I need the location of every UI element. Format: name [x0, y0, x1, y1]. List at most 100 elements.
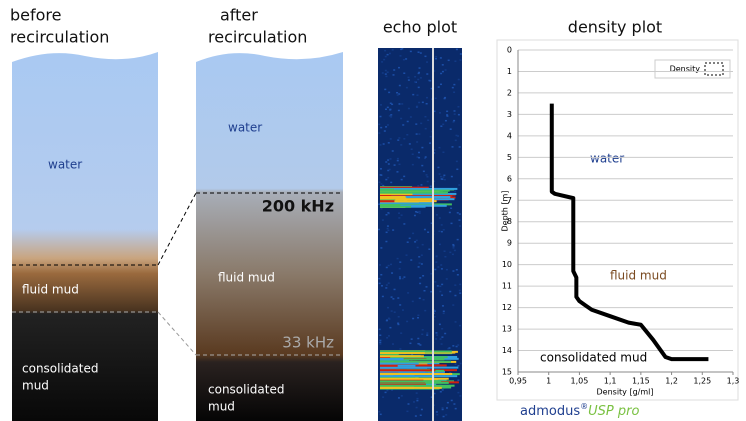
echo-speckle [378, 410, 381, 413]
echo-speckle [426, 334, 429, 336]
echo-speckle [456, 212, 459, 214]
y-tick-label: 0 [507, 46, 512, 55]
echo-speckle [387, 212, 390, 214]
echo-speckle [451, 86, 454, 89]
echo-speckle [434, 97, 437, 100]
echo-speckle [444, 332, 447, 335]
echo-speckle [417, 266, 420, 268]
echo-speckle [399, 277, 402, 280]
echo-speckle [446, 110, 449, 113]
echo-speckle [384, 49, 387, 52]
echo-speckle [379, 168, 382, 170]
echo-speckle [405, 58, 408, 60]
echo-speckle [386, 53, 389, 56]
echo-speckle [437, 86, 440, 88]
echo-return [380, 350, 452, 353]
echo-speckle [450, 175, 453, 178]
echo-speckle [399, 55, 402, 57]
echo-speckle [378, 123, 381, 126]
echo-speckle [417, 314, 420, 317]
echo-speckle [385, 284, 388, 286]
echo-speckle [438, 217, 441, 219]
echo-speckle [403, 72, 406, 74]
echo-speckle [441, 70, 444, 73]
echo-speckle [400, 117, 403, 120]
echo-speckle [403, 138, 406, 140]
y-tick-label: 14 [502, 346, 512, 355]
echo-speckle [414, 81, 417, 83]
legend-swatch [704, 62, 724, 76]
echo-speckle [433, 310, 436, 312]
column-before [12, 52, 158, 421]
echo-speckle [445, 407, 448, 409]
echo-speckle [391, 150, 394, 152]
echo-speckle [450, 207, 453, 210]
echo-speckle [447, 59, 450, 62]
echo-speckle [419, 52, 422, 54]
echo-return [380, 355, 424, 358]
echo-speckle [416, 211, 419, 214]
echo-speckle [390, 296, 393, 298]
echo-speckle [420, 408, 423, 411]
x-tick-label: 1,15 [632, 377, 650, 386]
echo-speckle [386, 389, 389, 392]
echo-return [380, 200, 419, 203]
echo-speckle [396, 159, 399, 162]
echo-speckle [429, 135, 432, 138]
echo-speckle [388, 52, 391, 55]
echo-speckle [386, 227, 389, 230]
echo-speckle [411, 163, 414, 166]
echo-speckle [429, 142, 432, 144]
echo-speckle [393, 69, 396, 71]
echo-speckle [444, 255, 447, 258]
echo-speckle [436, 285, 439, 287]
echo-speckle [390, 114, 393, 116]
echo-return [380, 196, 451, 199]
echo-speckle [419, 277, 422, 279]
echo-speckle [442, 415, 445, 418]
echo-speckle [438, 230, 441, 233]
echo-speckle [443, 178, 446, 181]
echo-speckle [440, 264, 443, 266]
echo-speckle [421, 329, 424, 331]
echo-speckle [379, 334, 382, 336]
echo-speckle [440, 125, 443, 127]
echo-speckle [453, 83, 456, 86]
y-tick-label: 15 [502, 368, 512, 377]
echo-speckle [446, 401, 449, 404]
echo-speckle [454, 294, 457, 297]
echo-speckle [408, 237, 411, 240]
echo-return [380, 352, 425, 355]
echo-speckle [384, 55, 387, 58]
echo-speckle [448, 211, 451, 214]
echo-return [380, 186, 429, 189]
echo-return [380, 384, 455, 387]
echo-speckle [414, 75, 417, 78]
echo-speckle [444, 96, 447, 99]
echo-speckle [424, 55, 427, 58]
echo-speckle [387, 335, 390, 337]
echo-speckle [409, 116, 412, 118]
echo-speckle [397, 297, 400, 299]
echo-speckle [454, 190, 457, 192]
echo-speckle [457, 135, 460, 137]
echo-speckle [457, 78, 460, 81]
echo-speckle [386, 71, 389, 73]
echo-return [380, 375, 458, 378]
echo-speckle [427, 119, 430, 122]
echo-speckle [421, 101, 424, 104]
echo-speckle [426, 180, 429, 183]
density-line [549, 103, 709, 362]
echo-speckle [378, 132, 381, 134]
y-tick-label: 13 [502, 325, 512, 334]
echo-speckle [379, 343, 382, 345]
echo-speckle [405, 86, 408, 89]
echo-speckle [402, 124, 405, 126]
echo-return [380, 191, 448, 194]
panel-title: recirculation [10, 28, 109, 47]
echo-speckle [438, 243, 441, 246]
echo-speckle [425, 174, 428, 176]
echo-speckle [418, 67, 421, 69]
echo-speckle [380, 104, 383, 106]
y-tick-label: 9 [507, 239, 512, 248]
